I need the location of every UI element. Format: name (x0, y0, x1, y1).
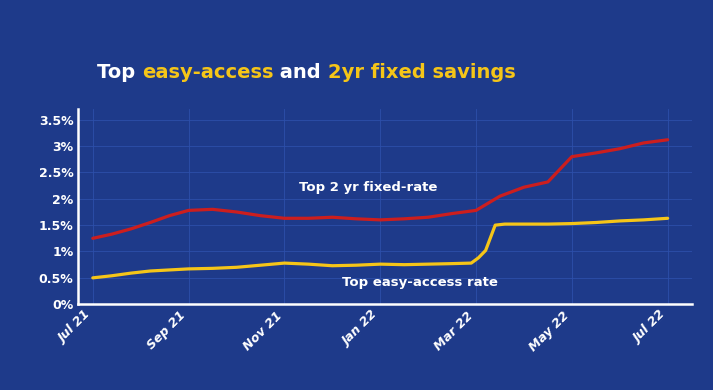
Text: easy-access: easy-access (142, 63, 273, 82)
Text: and: and (273, 63, 327, 82)
Text: Top 2 yr fixed-rate: Top 2 yr fixed-rate (299, 181, 437, 193)
Text: Top: Top (97, 63, 142, 82)
Text: Top easy-access rate: Top easy-access rate (342, 277, 498, 289)
Text: 2yr fixed savings: 2yr fixed savings (327, 63, 515, 82)
